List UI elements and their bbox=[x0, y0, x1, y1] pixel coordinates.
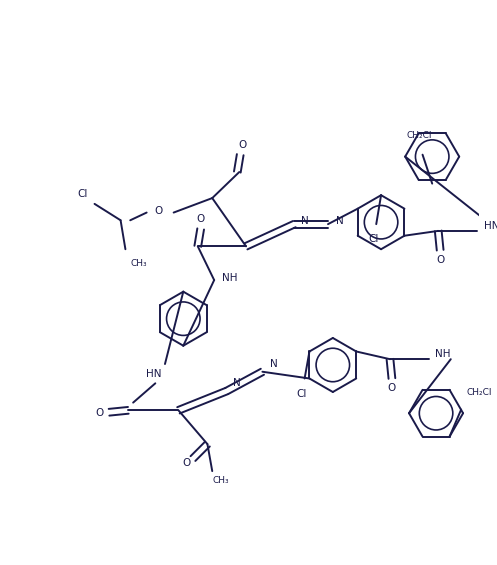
Text: Cl: Cl bbox=[368, 233, 379, 244]
Text: HN: HN bbox=[146, 369, 161, 379]
Text: O: O bbox=[238, 140, 247, 150]
Text: N: N bbox=[270, 359, 278, 369]
Text: N: N bbox=[336, 216, 343, 226]
Text: N: N bbox=[234, 379, 241, 388]
Text: Cl: Cl bbox=[297, 389, 307, 399]
Text: CH₃: CH₃ bbox=[130, 259, 147, 268]
Text: NH: NH bbox=[222, 273, 238, 283]
Text: O: O bbox=[436, 255, 444, 265]
Text: O: O bbox=[95, 408, 103, 418]
Text: HN: HN bbox=[484, 221, 497, 231]
Text: O: O bbox=[182, 458, 190, 468]
Text: NH: NH bbox=[435, 349, 451, 359]
Text: CH₃: CH₃ bbox=[212, 476, 229, 485]
Text: CH₂Cl: CH₂Cl bbox=[407, 131, 432, 140]
Text: O: O bbox=[388, 383, 396, 393]
Text: O: O bbox=[154, 206, 163, 216]
Text: CH₂Cl: CH₂Cl bbox=[467, 388, 493, 397]
Text: Cl: Cl bbox=[77, 189, 87, 199]
Text: O: O bbox=[196, 214, 205, 224]
Text: N: N bbox=[301, 216, 309, 226]
